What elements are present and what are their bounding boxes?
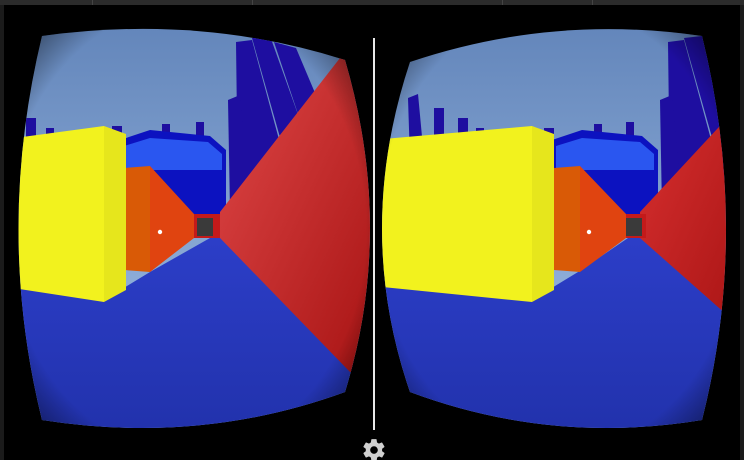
right-edge: [740, 5, 744, 460]
gear-icon: [363, 439, 385, 460]
lens-divider: [373, 38, 375, 430]
top-strip-segment: [0, 0, 93, 5]
right-eye-view: [372, 0, 744, 460]
left-eye-view: [18, 28, 370, 429]
top-strip-segment: [502, 0, 593, 5]
top-strip: [0, 0, 744, 5]
settings-button[interactable]: [361, 437, 387, 460]
top-strip-segment: [252, 0, 503, 5]
left-edge: [0, 5, 4, 460]
top-strip-segment: [92, 0, 253, 5]
